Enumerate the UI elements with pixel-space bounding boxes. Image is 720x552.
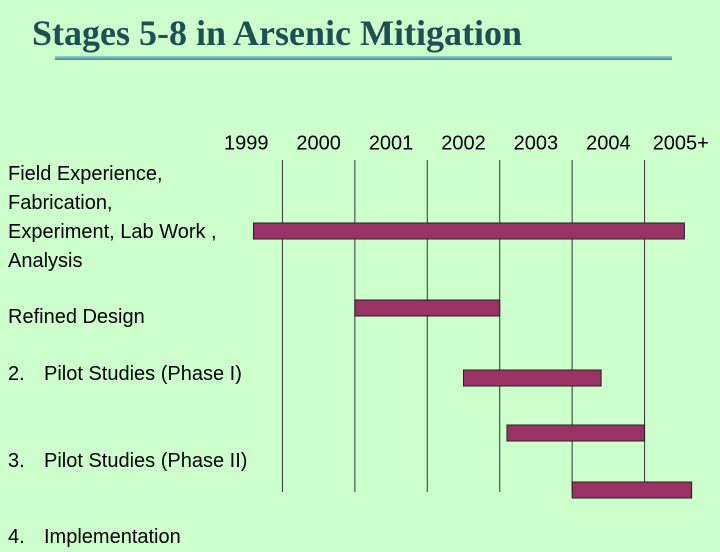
task-number: 2. (8, 363, 25, 385)
x-tick-label: 2004 (586, 132, 631, 154)
task-text: Pilot Studies (Phase I) (44, 363, 242, 385)
task-number: 3. (8, 450, 25, 472)
x-tick-label: 2000 (296, 132, 341, 154)
task-bar (506, 424, 646, 442)
task-label: 3. Pilot Studies (Phase II) (8, 447, 266, 476)
chart: 1999 2000 2001 2002 2003 2004 2005+ (224, 132, 709, 499)
x-tick-label: 2002 (441, 132, 486, 154)
task-label: 4. Implementation (8, 523, 266, 552)
x-tick-label: 2005+ (653, 132, 709, 154)
task-bar (571, 481, 693, 499)
x-tick-label: 1999 (224, 132, 269, 154)
task-label: 2. Pilot Studies (Phase I) (8, 360, 266, 389)
task-text: Implementation (44, 526, 181, 548)
x-tick-label: 2001 (369, 132, 414, 154)
task-text: Pilot Studies (Phase II) (44, 450, 248, 472)
x-tick-label: 2003 (514, 132, 559, 154)
task-bar (354, 299, 501, 317)
task-number: 4. (8, 526, 25, 548)
task-label: Refined Design (8, 306, 145, 328)
title-underline (55, 56, 672, 60)
task-bar (463, 369, 602, 387)
slide-title: Stages 5-8 in Arsenic Mitigation (32, 13, 522, 53)
slide: Stages 5-8 in Arsenic Mitigation 1999 200… (8, 13, 709, 548)
task-label: Field Experience, Fabrication, Experimen… (8, 163, 217, 272)
task-bar (252, 222, 685, 240)
